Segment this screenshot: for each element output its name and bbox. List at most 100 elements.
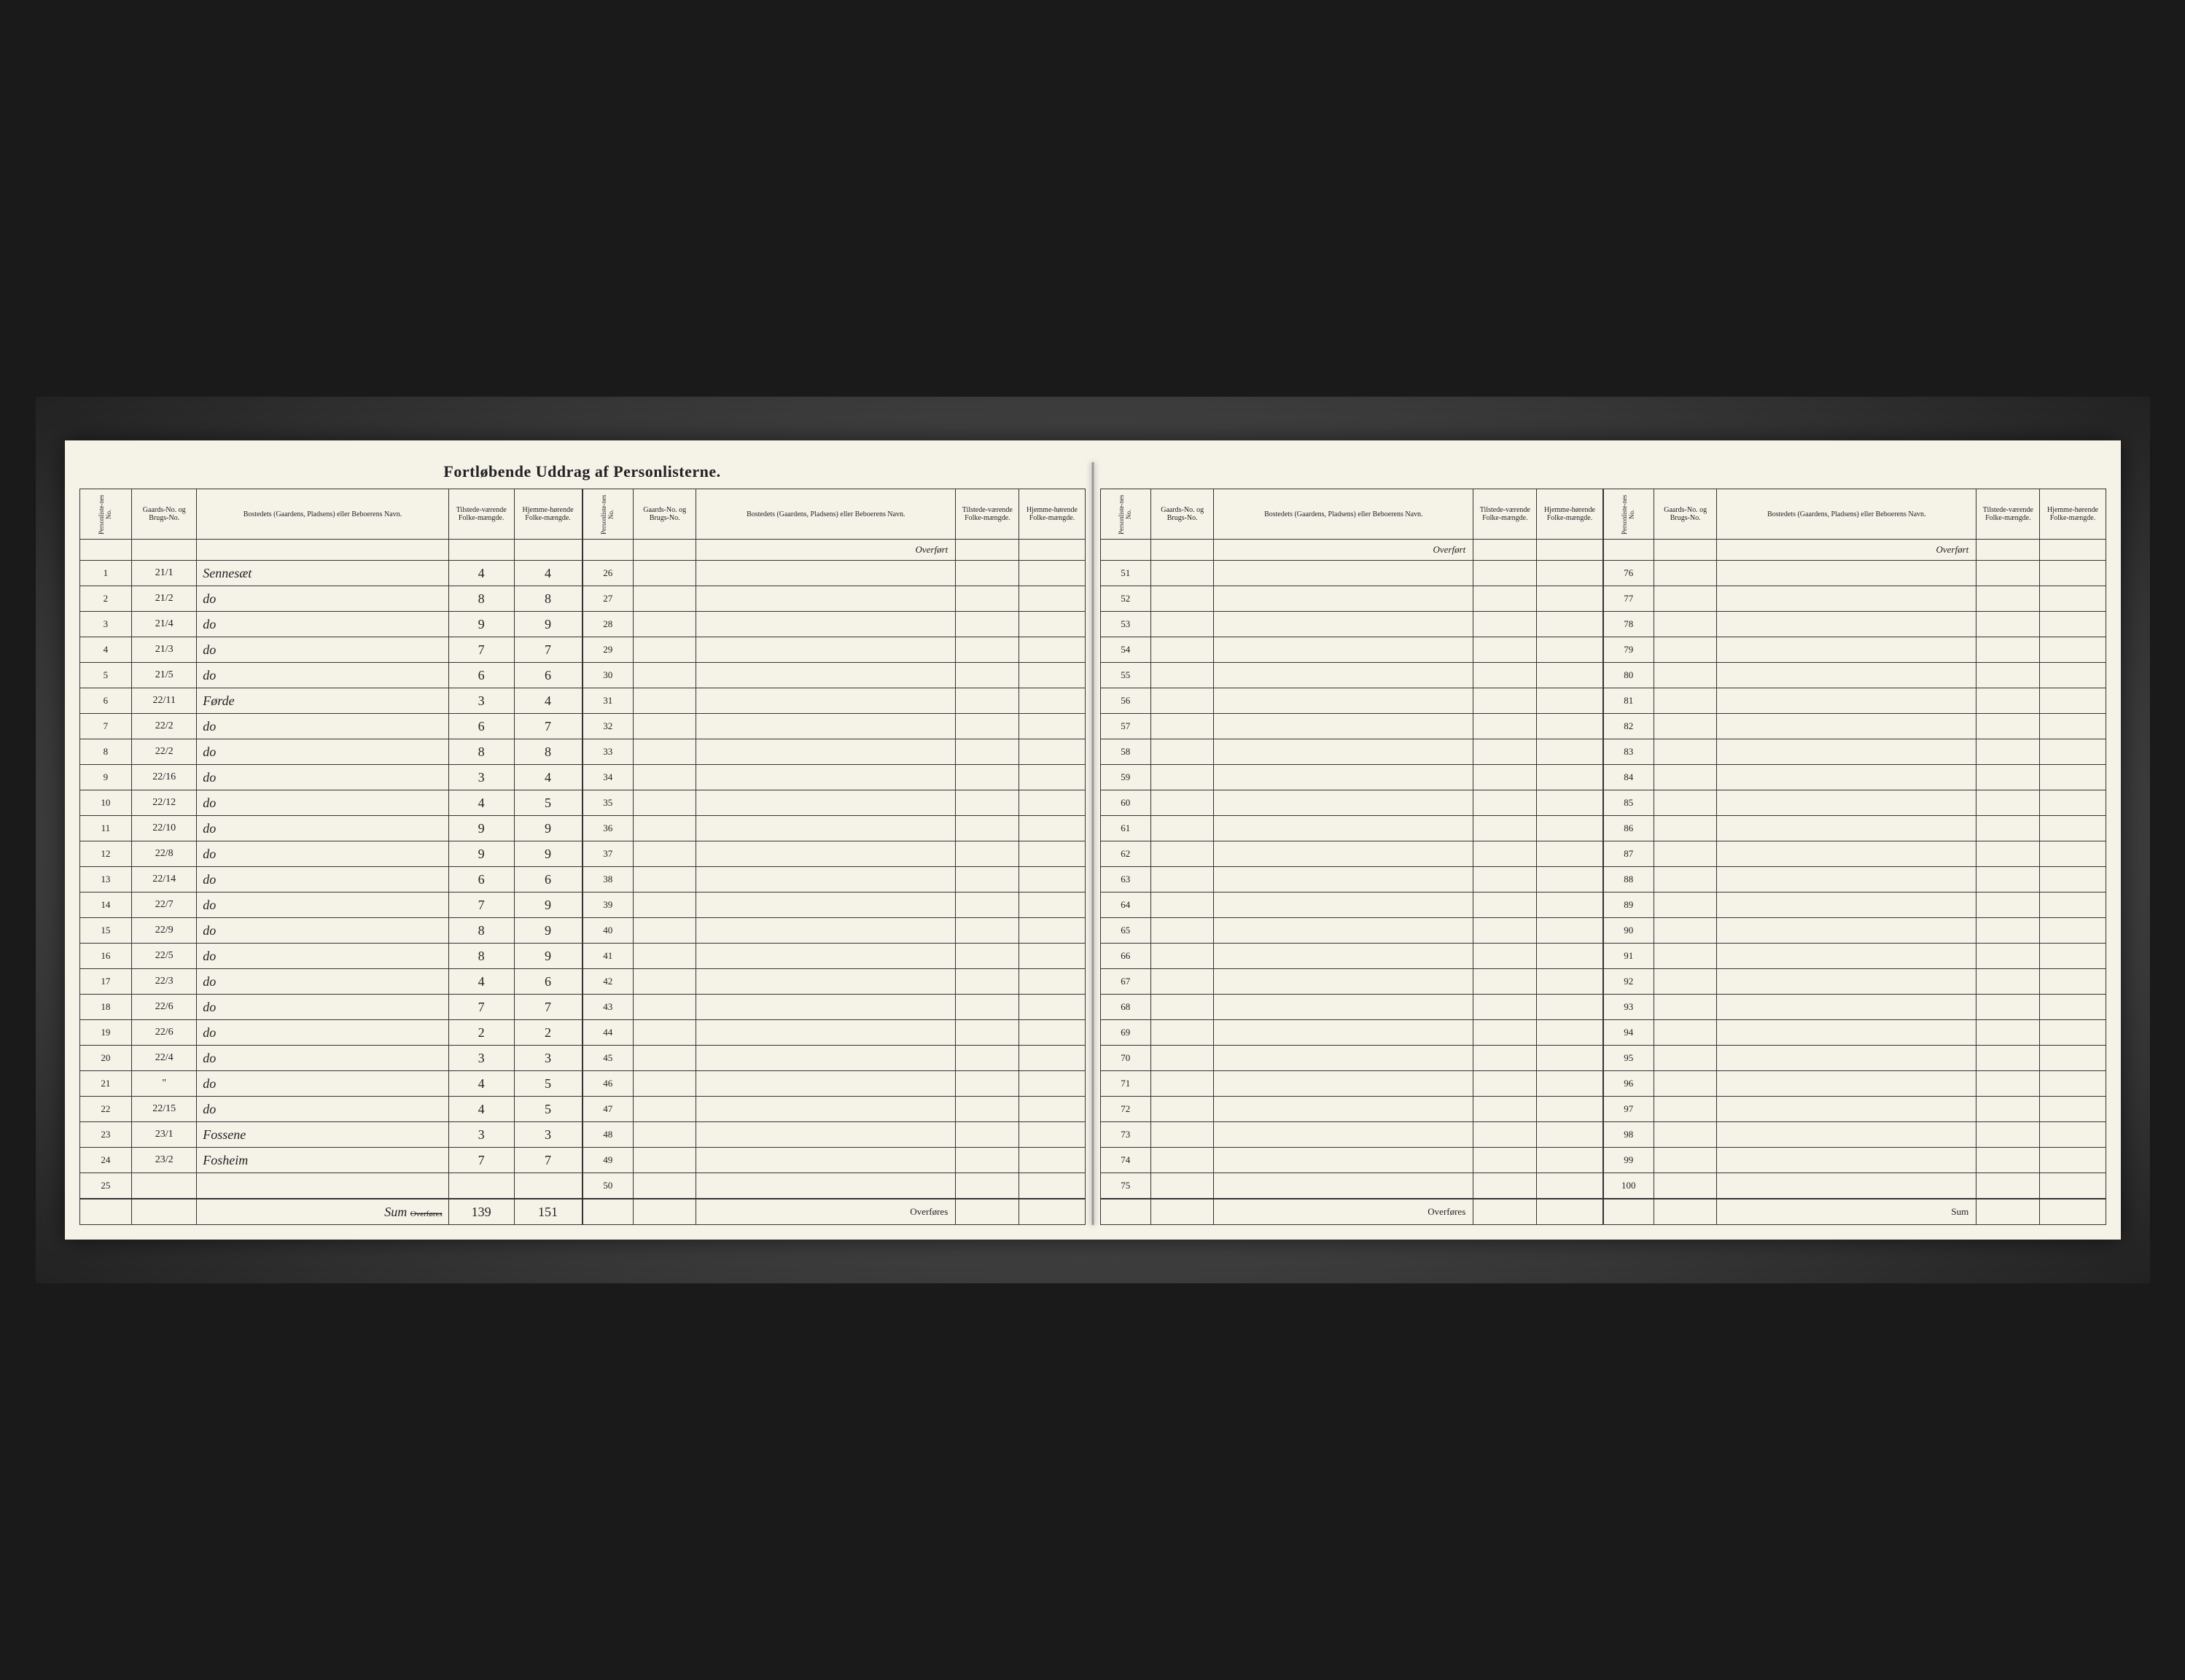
table-row: 38 <box>583 867 1085 892</box>
gaard-number: 23/1 <box>132 1122 197 1148</box>
bosted-name: do <box>197 765 448 790</box>
table-row: 49 <box>583 1148 1085 1173</box>
table-row: 94 <box>1603 1020 2106 1046</box>
overfort-label: Overført <box>696 540 956 561</box>
gaard-number: 22/15 <box>132 1097 197 1122</box>
row-number: 59 <box>1100 765 1151 790</box>
tilstede-value: 3 <box>448 765 514 790</box>
row-number: 60 <box>1100 790 1151 816</box>
table-row: 86 <box>1603 816 2106 841</box>
row-number: 41 <box>583 944 634 969</box>
bosted-name: do <box>197 918 448 944</box>
tilstede-value: 6 <box>448 867 514 892</box>
gaard-number: 21/4 <box>132 612 197 637</box>
hjemme-value: 6 <box>514 867 582 892</box>
tilstede-value: 7 <box>448 1148 514 1173</box>
bosted-name: do <box>197 944 448 969</box>
footer-row: Overføres <box>1100 1199 1602 1225</box>
right-page: Personliste-nes No. Gaards-No. og Brugs-… <box>1094 462 2106 1225</box>
bosted-name: do <box>197 739 448 765</box>
hjemme-value: 7 <box>514 714 582 739</box>
row-number: 80 <box>1603 663 1654 688</box>
table-row: 91 <box>1603 944 2106 969</box>
tilstede-value: 4 <box>448 561 514 586</box>
tilstede-value: 8 <box>448 944 514 969</box>
left-page: Fortløbende Uddrag af Personlisterne. Pe… <box>79 462 1091 1225</box>
header-tilstede: Tilstede-værende Folke-mængde. <box>1976 489 2040 540</box>
table-row: 25 <box>79 1173 582 1199</box>
header-hjemme: Hjemme-hørende Folke-mængde. <box>1019 489 1085 540</box>
row-number: 37 <box>583 841 634 867</box>
table-row: 19 22/6 do 2 2 <box>79 1020 582 1046</box>
header-personliste: Personliste-nes No. <box>1603 489 1654 540</box>
bosted-name: Fosheim <box>197 1148 448 1173</box>
gaard-number: 22/11 <box>132 688 197 714</box>
row-number: 27 <box>583 586 634 612</box>
bosted-name: do <box>197 612 448 637</box>
header-gaards: Gaards-No. og Brugs-No. <box>1654 489 1717 540</box>
gaard-number: " <box>132 1071 197 1097</box>
sum-hjemme: 151 <box>514 1199 582 1225</box>
row-number: 70 <box>1100 1046 1151 1071</box>
table-row: 32 <box>583 714 1085 739</box>
gaard-number: 22/6 <box>132 1020 197 1046</box>
bosted-name: do <box>197 1071 448 1097</box>
hjemme-value: 9 <box>514 944 582 969</box>
row-number: 52 <box>1100 586 1151 612</box>
table-row: 53 <box>1100 612 1602 637</box>
row-number: 53 <box>1100 612 1151 637</box>
header-bosted: Bostedets (Gaardens, Pladsens) eller Beb… <box>197 489 448 540</box>
row-number: 97 <box>1603 1097 1654 1122</box>
hjemme-value: 9 <box>514 892 582 918</box>
table-row: 72 <box>1100 1097 1602 1122</box>
row-number: 31 <box>583 688 634 714</box>
row-number: 94 <box>1603 1020 1654 1046</box>
bosted-name: do <box>197 969 448 995</box>
row-number: 17 <box>79 969 132 995</box>
bosted-name: Sennesæt <box>197 561 448 586</box>
row-number: 9 <box>79 765 132 790</box>
row-number: 87 <box>1603 841 1654 867</box>
table-row: 88 <box>1603 867 2106 892</box>
row-number: 16 <box>79 944 132 969</box>
table-row: 34 <box>583 765 1085 790</box>
bosted-name: do <box>197 867 448 892</box>
table-row: 66 <box>1100 944 1602 969</box>
row-number: 40 <box>583 918 634 944</box>
table-row: 15 22/9 do 8 9 <box>79 918 582 944</box>
table-row: 22 22/15 do 4 5 <box>79 1097 582 1122</box>
table-row: 29 <box>583 637 1085 663</box>
hjemme-value: 6 <box>514 969 582 995</box>
table-row: 87 <box>1603 841 2106 867</box>
table-row: 48 <box>583 1122 1085 1148</box>
row-number: 5 <box>79 663 132 688</box>
table-row: 99 <box>1603 1148 2106 1173</box>
row-number: 78 <box>1603 612 1654 637</box>
table-row: 89 <box>1603 892 2106 918</box>
hjemme-value <box>514 1173 582 1199</box>
row-number: 36 <box>583 816 634 841</box>
table-row: 55 <box>1100 663 1602 688</box>
gaard-number: 22/2 <box>132 714 197 739</box>
row-number: 28 <box>583 612 634 637</box>
row-number: 4 <box>79 637 132 663</box>
row-number: 76 <box>1603 561 1654 586</box>
tilstede-value: 7 <box>448 892 514 918</box>
table-row: 41 <box>583 944 1085 969</box>
row-number: 20 <box>79 1046 132 1071</box>
table-row: 13 22/14 do 6 6 <box>79 867 582 892</box>
gaard-number: 22/12 <box>132 790 197 816</box>
overfort-label: Overført <box>1717 540 1976 561</box>
tilstede-value: 7 <box>448 995 514 1020</box>
header-hjemme: Hjemme-hørende Folke-mængde. <box>1537 489 1602 540</box>
table-row: 58 <box>1100 739 1602 765</box>
page-title-spacer <box>1100 462 2106 481</box>
gaard-number: 22/4 <box>132 1046 197 1071</box>
row-number: 43 <box>583 995 634 1020</box>
table-row: 56 <box>1100 688 1602 714</box>
table-row: 16 22/5 do 8 9 <box>79 944 582 969</box>
table-row: 33 <box>583 739 1085 765</box>
table-row: 3 21/4 do 9 9 <box>79 612 582 637</box>
table-row: 68 <box>1100 995 1602 1020</box>
table-row: 69 <box>1100 1020 1602 1046</box>
